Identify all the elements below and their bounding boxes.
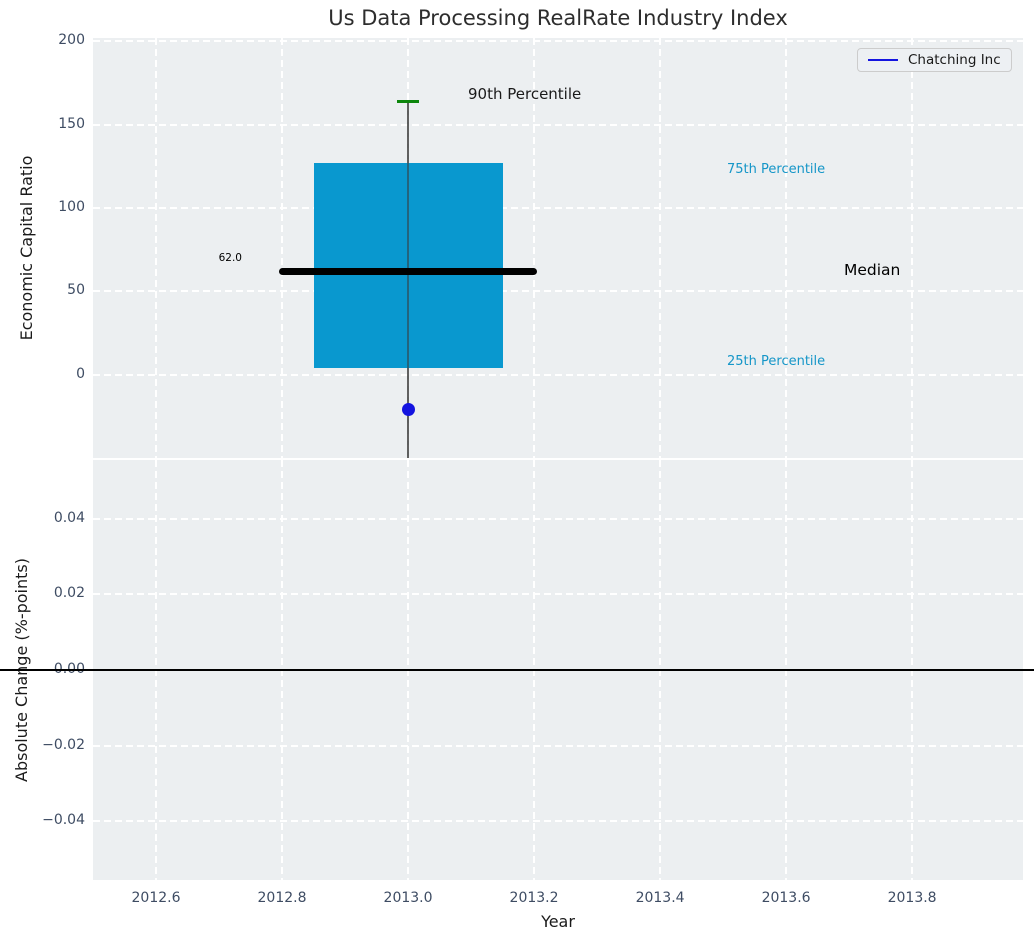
ytick-label: −0.02: [42, 736, 85, 753]
ytick-label: 0: [76, 365, 85, 382]
zero-line: [0, 669, 1034, 671]
annotation-median-value: 62.0: [218, 252, 242, 264]
gridline-vertical: [155, 38, 157, 458]
xtick-label: 2013.8: [887, 890, 937, 906]
gridline-horizontal: [93, 123, 1023, 126]
annotation-25th-percentile: 25th Percentile: [727, 354, 826, 369]
gridline-vertical: [911, 38, 914, 458]
gridline-vertical: [659, 38, 662, 458]
whisker-line-over-box: [407, 163, 409, 368]
p90-cap: [397, 100, 419, 103]
axes-panel-economic-capital-ratio: [93, 38, 1023, 458]
gridline-vertical: [785, 38, 788, 458]
ytick-label: 100: [58, 199, 85, 215]
x-axis-label: Year: [541, 912, 575, 931]
gridline-vertical: [281, 38, 284, 458]
gridline-horizontal: [93, 373, 1023, 376]
legend-line-icon: [868, 58, 898, 62]
xtick-label: 2013.6: [761, 890, 811, 906]
xtick-label: 2013.2: [509, 890, 559, 906]
gridline-horizontal: [93, 820, 1023, 823]
gridline-horizontal: [93, 744, 1023, 747]
chart-title: Us Data Processing RealRate Industry Ind…: [328, 6, 788, 30]
median-line: [278, 267, 538, 275]
xtick-label: 2013.4: [635, 890, 685, 906]
gridline-horizontal: [93, 207, 1023, 209]
company-data-point: [401, 403, 415, 417]
ytick-label: 50: [67, 282, 85, 299]
annotation-median: Median: [844, 261, 901, 279]
ytick-label: −0.04: [42, 812, 85, 829]
ytick-label: 150: [58, 115, 85, 132]
xtick-label: 2012.8: [257, 890, 307, 906]
annotation-75th-percentile: 75th Percentile: [727, 162, 826, 177]
annotation-90th-percentile: 90th Percentile: [468, 85, 582, 103]
gridline-horizontal: [93, 40, 1023, 43]
gridline-vertical: [533, 38, 536, 458]
xtick-label: 2012.6: [131, 890, 181, 906]
gridline-horizontal: [93, 593, 1023, 596]
ytick-label: 200: [58, 32, 85, 49]
legend-label: Chatching Inc: [908, 52, 1001, 68]
xtick-label: 2013.0: [383, 890, 433, 906]
ytick-label: 0.02: [53, 585, 85, 602]
gridline-horizontal: [93, 290, 1023, 293]
gridline-horizontal: [93, 517, 1023, 520]
y-axis-label-top: Economic Capital Ratio: [17, 155, 36, 341]
ytick-label: 0.00: [53, 661, 85, 677]
legend-box: Chatching Inc: [857, 48, 1012, 72]
ytick-label: 0.04: [53, 509, 85, 526]
